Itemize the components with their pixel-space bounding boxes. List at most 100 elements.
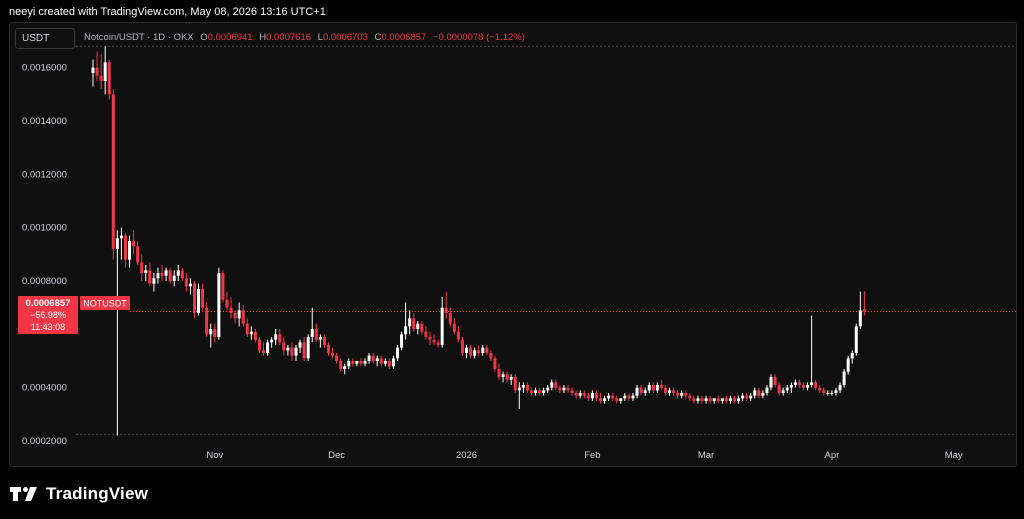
candle — [647, 382, 651, 393]
candle — [266, 339, 270, 356]
candle-body — [156, 273, 160, 279]
candle-body — [554, 382, 558, 388]
candle — [806, 382, 810, 391]
candle — [741, 393, 745, 401]
candle-body — [834, 390, 838, 393]
candle — [152, 273, 156, 292]
candle-body — [408, 318, 412, 327]
candle — [184, 273, 188, 292]
candle — [160, 265, 164, 281]
candle-body — [306, 337, 310, 359]
candle-body — [473, 350, 477, 356]
candle — [140, 254, 144, 281]
y-tick-label: 0.0016000 — [22, 63, 67, 74]
candle-body — [765, 387, 769, 393]
candle — [712, 398, 716, 404]
candle — [396, 345, 399, 361]
x-tick-label: Dec — [328, 450, 345, 461]
candle-body — [517, 387, 521, 391]
y-tick-label: 0.0008000 — [22, 276, 67, 287]
candle — [627, 393, 631, 401]
candle-body — [781, 390, 785, 393]
candle — [91, 59, 95, 87]
candle — [221, 270, 225, 303]
candle-body — [176, 270, 180, 276]
candle-body — [789, 385, 793, 388]
candle-body — [761, 393, 765, 396]
candle — [164, 267, 168, 281]
candle-body — [302, 342, 306, 359]
candle-body — [846, 358, 850, 372]
tradingview-logo[interactable]: TradingView — [10, 484, 148, 504]
candle-body — [111, 94, 115, 249]
candle — [797, 379, 801, 388]
chart-panel[interactable]: 0.0016000 0.0014000 0.0012000 0.0010000 0.00… — [9, 22, 1017, 467]
candle-body — [444, 307, 448, 313]
candle — [347, 358, 351, 369]
candle-body — [854, 326, 858, 353]
candle-body — [818, 387, 822, 391]
legend-close: 0.0006857 — [381, 32, 427, 43]
candle — [659, 379, 663, 391]
candle — [213, 323, 217, 343]
candle — [111, 89, 115, 260]
candle — [529, 387, 533, 396]
candle-body — [749, 395, 753, 399]
candle-body — [412, 318, 416, 329]
candle-body — [91, 67, 95, 73]
candle-body — [659, 385, 663, 388]
candle-body — [375, 358, 379, 361]
candle — [676, 390, 680, 399]
candle-body — [355, 361, 359, 364]
candle-body — [99, 75, 103, 81]
candle-body — [266, 342, 270, 353]
candle — [136, 241, 140, 265]
candle-body — [387, 361, 391, 367]
currency-selector[interactable]: USDT — [15, 28, 75, 49]
candle-body — [704, 398, 708, 401]
candlestick-chart[interactable]: 0.0016000 0.0014000 0.0012000 0.0010000 0.00… — [10, 23, 1016, 466]
candle-body — [274, 334, 278, 340]
candle-body — [391, 358, 395, 367]
candle-body — [103, 62, 107, 81]
candle — [245, 318, 249, 337]
candle — [237, 302, 241, 327]
candle — [757, 387, 761, 399]
candle-body — [688, 395, 692, 399]
legend-high-key: H — [259, 32, 267, 43]
candle-body — [578, 393, 582, 396]
candle-body — [802, 385, 805, 388]
candle-body — [290, 347, 294, 356]
candle-body — [481, 347, 485, 353]
candle-body — [582, 393, 586, 396]
candle — [773, 374, 777, 388]
candle — [566, 385, 570, 393]
candle-body — [493, 358, 497, 369]
candle — [590, 390, 594, 401]
candle — [501, 371, 505, 383]
candle — [249, 326, 253, 340]
candle-body — [505, 374, 509, 380]
candle-body — [862, 309, 866, 312]
candle-body — [225, 299, 229, 308]
candle — [469, 345, 473, 359]
candle-body — [400, 334, 404, 348]
candle — [217, 267, 221, 340]
candle-body — [347, 361, 351, 367]
candle-body — [631, 395, 635, 399]
candle — [834, 387, 838, 396]
candle-body — [651, 385, 655, 391]
candle — [197, 283, 201, 316]
candle-body — [229, 307, 233, 313]
candle — [209, 323, 213, 348]
candle — [95, 51, 99, 81]
candle-body — [95, 67, 99, 76]
candle — [132, 230, 136, 255]
candle — [355, 361, 359, 367]
candle — [497, 363, 501, 380]
candle — [306, 334, 310, 361]
candle-body — [322, 337, 326, 345]
candle — [359, 358, 363, 367]
candle-body — [485, 347, 489, 353]
candle — [623, 393, 627, 401]
